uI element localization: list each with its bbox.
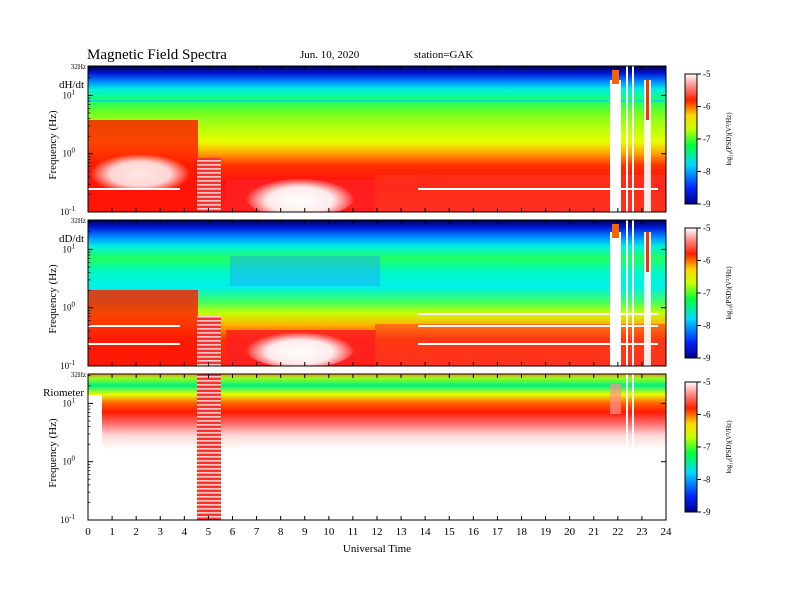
x-tick-label: 16	[468, 526, 480, 538]
x-tick-label: 5	[206, 526, 212, 538]
x-tick-label: 11	[348, 526, 359, 538]
x-tick-label: 15	[444, 526, 456, 538]
colorbar-tick-label: -5	[703, 223, 711, 233]
y-tick-label: 101	[63, 88, 76, 100]
y-tick-label: 101	[63, 396, 76, 408]
x-tick-label: 19	[540, 526, 552, 538]
colorbar-tick-label: -5	[703, 377, 711, 387]
x-tick-label: 18	[516, 526, 528, 538]
colorbar-tick-label: -9	[703, 199, 711, 209]
colorbar-tick-label: -5	[703, 69, 711, 79]
x-tick-label: 1	[109, 526, 115, 538]
panel-dd-dt	[87, 219, 667, 367]
x-tick-label: 12	[372, 526, 383, 538]
x-tick-label: 4	[182, 526, 188, 538]
y-tick-label: 10-1	[60, 513, 75, 525]
y-tick-label: 100	[63, 455, 76, 467]
x-tick-label: 8	[278, 526, 284, 538]
y-axis-label: Frequency (Hz)	[47, 264, 59, 334]
x-tick-label: 22	[612, 526, 623, 538]
colorbar	[684, 381, 698, 513]
colorbars: -5 -6 -7 -8 -9 log₁₀(PSD)(V²/Hz) -5 -6 -7 -8 -9 log…	[684, 69, 733, 517]
x-tick-label: 14	[420, 526, 432, 538]
colorbar-tick-label: -7	[703, 442, 711, 452]
x-tick-label: 3	[158, 526, 164, 538]
x-tick-label: 21	[588, 526, 599, 538]
spectrogram-riometer	[88, 374, 666, 520]
y-tick-label: 101	[63, 242, 76, 254]
x-tick-label: 17	[492, 526, 504, 538]
spectrogram-dh-dt	[88, 66, 666, 212]
x-tick-label: 0	[85, 526, 91, 538]
y-tick-label: 100	[63, 147, 76, 159]
x-tick-label: 20	[564, 526, 576, 538]
y-axis-label: Frequency (Hz)	[47, 110, 59, 180]
y-top-label: 32Hz	[71, 63, 86, 71]
colorbar-tick-label: -7	[703, 134, 711, 144]
colorbar-tick-label: -8	[703, 167, 711, 177]
colorbar	[684, 73, 698, 205]
panel-label: Riometer	[43, 387, 84, 399]
colorbar-label: log₁₀(PSD)(V²/Hz)	[725, 420, 733, 474]
x-tick-label: 13	[396, 526, 408, 538]
colorbar-label: log₁₀(PSD)(V²/Hz)	[725, 112, 733, 166]
station-label: station=GAK	[414, 49, 473, 61]
panel-dh-dt	[87, 65, 667, 213]
y-tick-label: 100	[63, 301, 76, 313]
colorbar	[684, 227, 698, 359]
x-tick-label: 23	[636, 526, 648, 538]
colorbar-label: log₁₀(PSD)(V²/Hz)	[725, 266, 733, 320]
figure-title: Magnetic Field Spectra	[87, 47, 227, 63]
x-tick-label: 7	[254, 526, 260, 538]
y-axis-label: Frequency (Hz)	[47, 418, 59, 488]
x-axis-label: Universal Time	[343, 543, 411, 555]
x-tick-label: 24	[661, 526, 673, 538]
date-label: Jun. 10, 2020	[300, 49, 360, 61]
colorbar-tick-label: -6	[703, 102, 711, 112]
colorbar-tick-label: -6	[703, 256, 711, 266]
colorbar-tick-label: -9	[703, 507, 711, 517]
panel-label: dH/dt	[59, 79, 84, 91]
colorbar-tick-label: -8	[703, 321, 711, 331]
y-top-label: 32Hz	[71, 371, 86, 379]
x-tick-label: 10	[323, 526, 335, 538]
panel-riometer	[87, 373, 667, 521]
colorbar-tick-label: -8	[703, 475, 711, 485]
y-tick-label: 10-1	[60, 205, 75, 217]
colorbar-tick-label: -9	[703, 353, 711, 363]
x-tick-label: 2	[133, 526, 139, 538]
panel-label: dD/dt	[59, 233, 84, 245]
colorbar-tick-label: -6	[703, 410, 711, 420]
x-tick-label: 9	[302, 526, 308, 538]
colorbar-tick-label: -7	[703, 288, 711, 298]
y-tick-label: 10-1	[60, 359, 75, 371]
x-tick-label: 6	[230, 526, 236, 538]
y-top-label: 32Hz	[71, 217, 86, 225]
spectrogram-dd-dt	[88, 220, 666, 366]
